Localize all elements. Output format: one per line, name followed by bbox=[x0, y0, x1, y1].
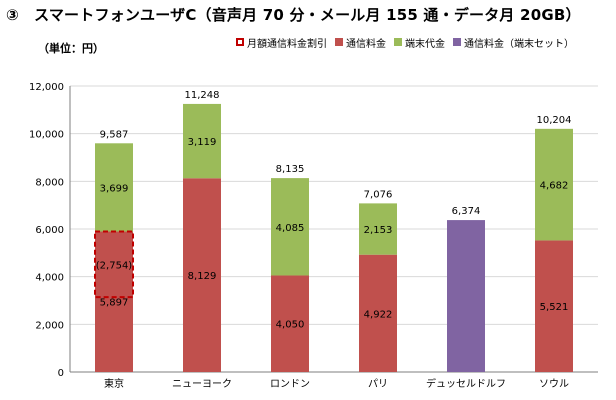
legend-label-set: 通信料金（端末セット） bbox=[464, 38, 574, 50]
bar-device bbox=[183, 103, 221, 179]
data-label-comm: 4,050 bbox=[276, 320, 305, 331]
legend-label-comm: 通信料金 bbox=[346, 38, 386, 50]
bar-comm bbox=[95, 231, 133, 372]
y-tick-label: 0 bbox=[58, 368, 64, 379]
unit-label: （単位：円） bbox=[38, 42, 104, 55]
bar-device bbox=[535, 128, 573, 241]
legend-item-discount: 月額通信料金割引 bbox=[236, 35, 327, 50]
y-tick-label: 10,000 bbox=[29, 130, 64, 141]
bar-set bbox=[447, 220, 485, 372]
bar-device bbox=[271, 178, 309, 276]
y-tick-label: 6,000 bbox=[35, 225, 64, 236]
data-label-device: 3,699 bbox=[100, 183, 129, 194]
legend-swatch-comm bbox=[335, 38, 343, 46]
legend-label-device: 端末代金 bbox=[405, 38, 445, 50]
total-label: 9,587 bbox=[100, 130, 129, 141]
data-label-comm: 8,129 bbox=[188, 271, 217, 282]
legend-item-set: 通信料金（端末セット） bbox=[453, 35, 574, 50]
total-label: 10,204 bbox=[537, 115, 572, 126]
x-tick-label: パリ bbox=[368, 378, 388, 390]
data-label-device: 3,119 bbox=[188, 137, 217, 148]
legend-item-comm: 通信料金 bbox=[335, 35, 386, 50]
total-label: 6,374 bbox=[452, 206, 481, 217]
total-label: 7,076 bbox=[364, 189, 393, 200]
bar-comm bbox=[271, 275, 309, 372]
bar-comm bbox=[183, 178, 221, 372]
legend-label-discount: 月額通信料金割引 bbox=[247, 38, 327, 50]
x-tick-label: ニューヨーク bbox=[172, 378, 232, 390]
discount-box bbox=[94, 230, 134, 299]
legend-swatch-set bbox=[453, 38, 461, 46]
y-tick-label: 2,000 bbox=[35, 320, 64, 331]
legend-item-device: 端末代金 bbox=[394, 35, 445, 50]
bar-comm bbox=[359, 254, 397, 372]
legend-swatch-device bbox=[394, 38, 402, 46]
data-label-comm: 5,521 bbox=[540, 302, 569, 313]
bar-device bbox=[95, 143, 133, 232]
data-label-comm: 4,922 bbox=[364, 309, 393, 320]
y-tick-label: 8,000 bbox=[35, 177, 64, 188]
discount-label: (2,754) bbox=[96, 260, 133, 271]
legend: 月額通信料金割引 通信料金 端末代金 通信料金（端末セット） bbox=[236, 34, 582, 50]
chart-title: ③ スマートフォンユーザC（音声月 70 分・メール月 155 通・データ月 2… bbox=[6, 6, 581, 24]
total-label: 8,135 bbox=[276, 164, 305, 175]
x-tick-label: ロンドン bbox=[270, 379, 310, 390]
data-label-device: 4,682 bbox=[540, 181, 569, 192]
data-label-device: 2,153 bbox=[364, 225, 393, 236]
y-tick-label: 4,000 bbox=[35, 273, 64, 284]
total-label: 11,248 bbox=[185, 90, 220, 101]
x-tick-label: ソウル bbox=[539, 378, 569, 390]
y-tick-label: 12,000 bbox=[29, 82, 64, 93]
bar-device bbox=[359, 203, 397, 255]
bar-comm bbox=[535, 240, 573, 372]
x-tick-label: デュッセルドルフ bbox=[426, 377, 506, 390]
data-label-device: 4,085 bbox=[276, 223, 305, 234]
data-label-comm: 5,897 bbox=[100, 298, 129, 309]
legend-swatch-discount bbox=[236, 38, 244, 46]
x-tick-label: 東京 bbox=[104, 377, 124, 390]
